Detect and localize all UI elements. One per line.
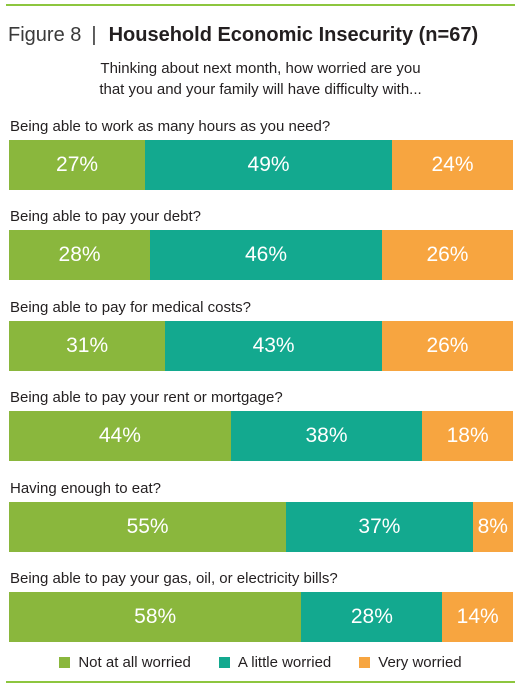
data-label: 24% <box>431 153 474 176</box>
bar-segment: 46% <box>150 230 382 281</box>
data-label: 31% <box>66 333 109 357</box>
question-label: Being able to pay your rent or mortgage? <box>10 389 283 407</box>
data-label: 46% <box>245 243 288 267</box>
data-label: 58% <box>134 605 177 628</box>
data-label: 28% <box>58 243 101 267</box>
data-label: 55% <box>126 514 169 538</box>
stacked-bar: 31% 43% 26% <box>9 320 513 371</box>
subtitle-line-2: that you and your family will have diffi… <box>99 81 422 98</box>
legend-label: Very worried <box>378 654 462 671</box>
data-label: 28% <box>350 605 393 628</box>
bar-segment: 26% <box>381 320 513 371</box>
top-rule <box>6 4 515 6</box>
bar-segment: 55% <box>9 501 287 552</box>
data-label: 26% <box>426 333 469 357</box>
bar-segment: 8% <box>472 501 513 552</box>
bottom-rule <box>6 681 515 683</box>
data-label: 8% <box>477 514 508 538</box>
question-label: Having enough to eat? <box>10 479 161 497</box>
data-label: 14% <box>456 605 499 628</box>
legend-swatch <box>218 657 230 668</box>
bar-segment: 58% <box>9 592 302 642</box>
bar-segment: 49% <box>145 140 393 190</box>
data-label: 44% <box>98 424 141 448</box>
bar-segment: 37% <box>286 501 473 552</box>
figure-header: Figure 8 | Household Economic Insecurity (… <box>8 24 513 54</box>
legend-swatch <box>59 657 71 668</box>
legend-label: A little worried <box>237 654 332 671</box>
chart-title: Household Economic Insecurity (n=67) <box>108 24 479 46</box>
stacked-bar: 55% 37% 8% <box>9 501 513 552</box>
legend-label: Not at all worried <box>78 654 191 671</box>
bar-segment: 43% <box>165 320 382 371</box>
bar-segment: 38% <box>230 411 423 462</box>
legend-item: Very worried <box>359 654 462 671</box>
bar-segment: 31% <box>9 320 166 371</box>
stacked-bar: 27% 49% 24% <box>9 140 513 190</box>
figure-number: Figure 8 <box>8 24 82 46</box>
bar-segment: 28% <box>301 592 443 642</box>
data-label: 37% <box>358 514 401 538</box>
subtitle-line-1: Thinking about next month, how worried a… <box>100 60 421 77</box>
data-label: 27% <box>56 153 99 176</box>
question-label: Being able to pay your gas, oil, or elec… <box>10 570 338 587</box>
data-label: 18% <box>446 424 489 448</box>
chart-subtitle: Thinking about next month, how worried a… <box>0 58 521 100</box>
bar-segment: 14% <box>442 592 513 642</box>
bar-segment: 18% <box>422 411 513 462</box>
legend-item: Not at all worried <box>59 654 191 671</box>
bar-segment: 27% <box>9 140 146 190</box>
data-label: 38% <box>305 424 348 448</box>
stacked-bar: 58% 28% 14% <box>9 592 513 642</box>
data-label: 43% <box>252 333 295 357</box>
legend-item: A little worried <box>218 654 332 671</box>
stacked-bar: 44% 38% 18% <box>9 411 513 462</box>
chart-legend: Not at all worried A little worried Very w… <box>0 654 521 671</box>
bar-segment: 28% <box>9 230 151 281</box>
data-label: 26% <box>426 243 469 267</box>
legend-swatch <box>359 657 371 668</box>
figure-separator: | <box>91 24 97 46</box>
question-label: Being able to pay your debt? <box>10 208 201 226</box>
bar-segment: 44% <box>9 411 231 462</box>
bar-segment: 26% <box>381 230 513 281</box>
bar-segment: 24% <box>392 140 513 190</box>
question-label: Being able to pay for medical costs? <box>10 298 251 316</box>
stacked-bar: 28% 46% 26% <box>9 230 513 281</box>
question-label: Being able to work as many hours as you … <box>10 118 331 135</box>
data-label: 49% <box>247 153 290 176</box>
